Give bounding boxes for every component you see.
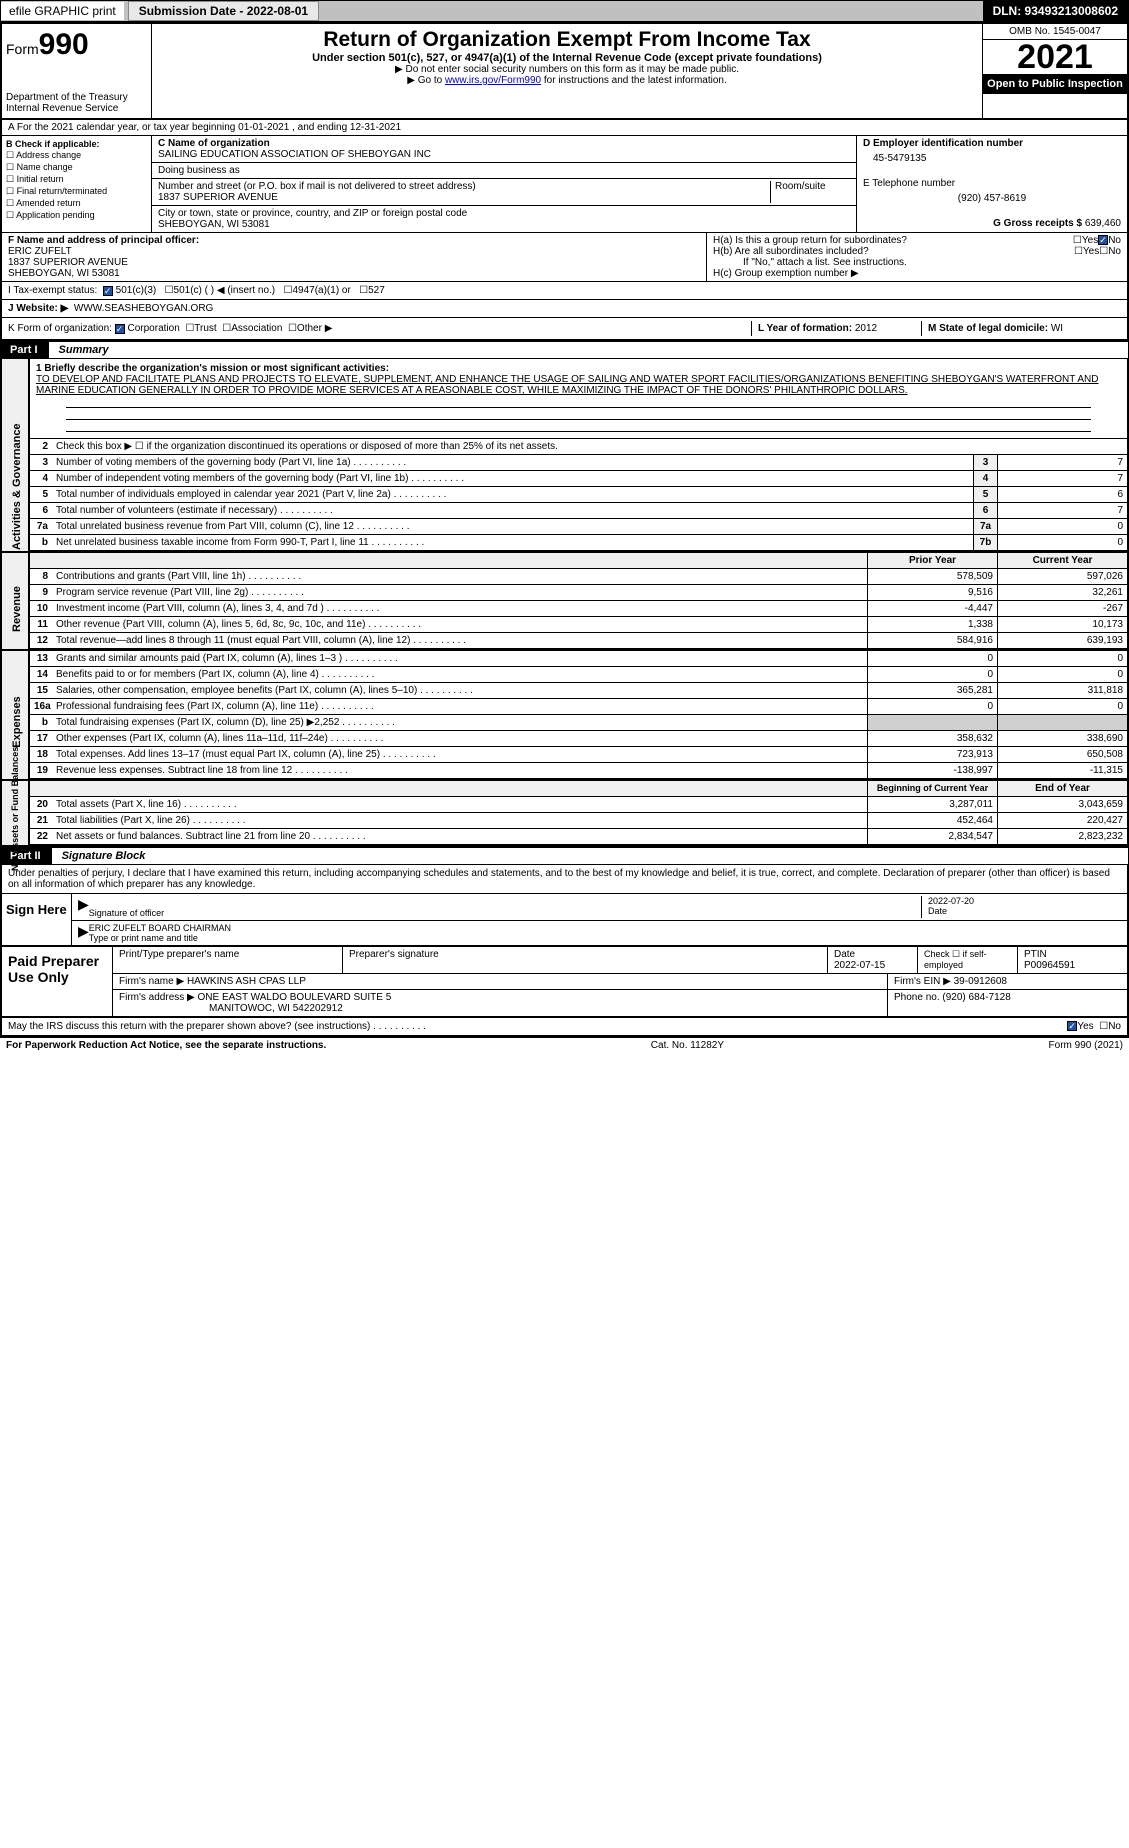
col-f: F Name and address of principal officer:… xyxy=(2,233,707,281)
form-prefix: Form xyxy=(6,41,39,57)
col-d: D Employer identification number 45-5479… xyxy=(857,136,1127,232)
row-a: A For the 2021 calendar year, or tax yea… xyxy=(0,120,1129,136)
arrow-icon: ▶ xyxy=(78,923,89,943)
section-fh: F Name and address of principal officer:… xyxy=(0,233,1129,282)
topbar: efile GRAPHIC print Submission Date - 20… xyxy=(0,0,1129,22)
check-icon xyxy=(103,286,113,296)
form-title: Return of Organization Exempt From Incom… xyxy=(156,28,978,52)
sign-here-label: Sign Here xyxy=(2,894,72,945)
row-k: K Form of organization: Corporation ☐ Tr… xyxy=(0,318,1129,341)
irs-label: Internal Revenue Service xyxy=(6,103,147,114)
col-c: C Name of organizationSAILING EDUCATION … xyxy=(152,136,857,232)
arrow-icon: ▶ xyxy=(78,896,89,918)
mission-block: 1 Briefly describe the organization's mi… xyxy=(30,359,1127,439)
paid-preparer-label: Paid Preparer Use Only xyxy=(2,947,112,1016)
ein-value: 45-5479135 xyxy=(873,153,1121,164)
check-icon xyxy=(1098,235,1108,245)
open-inspection: Open to Public Inspection xyxy=(983,74,1127,94)
form-header: Form990 Department of the Treasury Inter… xyxy=(0,22,1129,120)
part1-header: Part I Summary xyxy=(0,341,1129,359)
part2-header: Part II Signature Block xyxy=(0,847,1129,865)
gross-receipts: 639,460 xyxy=(1085,218,1121,229)
tab-governance: Activities & Governance xyxy=(2,359,30,551)
submission-date-button[interactable]: Submission Date - 2022-08-01 xyxy=(128,1,319,21)
discuss-row: May the IRS discuss this return with the… xyxy=(0,1018,1129,1037)
website-url: WWW.SEASHEBOYGAN.ORG xyxy=(74,303,213,314)
col-b: B Check if applicable: ☐ Address change … xyxy=(2,136,152,232)
declaration: Under penalties of perjury, I declare th… xyxy=(2,865,1127,894)
efile-label: efile GRAPHIC print xyxy=(1,2,124,20)
check-icon xyxy=(115,324,125,334)
tab-revenue: Revenue xyxy=(2,553,30,649)
signature-block: Under penalties of perjury, I declare th… xyxy=(0,865,1129,947)
tab-net-assets: Net Assets or Fund Balances xyxy=(2,781,30,845)
section-bc: B Check if applicable: ☐ Address change … xyxy=(0,136,1129,233)
note-ssn: ▶ Do not enter social security numbers o… xyxy=(156,64,978,75)
phone-value: (920) 457-8619 xyxy=(863,193,1121,204)
form-subtitle: Under section 501(c), 527, or 4947(a)(1)… xyxy=(156,52,978,64)
tax-exempt-row: I Tax-exempt status: 501(c)(3) ☐ 501(c) … xyxy=(0,282,1129,300)
irs-link[interactable]: www.irs.gov/Form990 xyxy=(445,75,541,86)
form-number: 990 xyxy=(39,28,89,61)
preparer-block: Paid Preparer Use Only Print/Type prepar… xyxy=(0,947,1129,1018)
check-icon xyxy=(1067,1021,1077,1031)
tax-year: 2021 xyxy=(983,40,1127,74)
website-row: J Website: ▶ WWW.SEASHEBOYGAN.ORG xyxy=(0,300,1129,318)
mission-text: TO DEVELOP AND FACILITATE PLANS AND PROJ… xyxy=(36,374,1099,396)
col-h: H(a) Is this a group return for subordin… xyxy=(707,233,1127,281)
dept-label: Department of the Treasury xyxy=(6,92,147,103)
dln-label: DLN: 93493213008602 xyxy=(983,1,1128,21)
footer: For Paperwork Reduction Act Notice, see … xyxy=(0,1037,1129,1053)
